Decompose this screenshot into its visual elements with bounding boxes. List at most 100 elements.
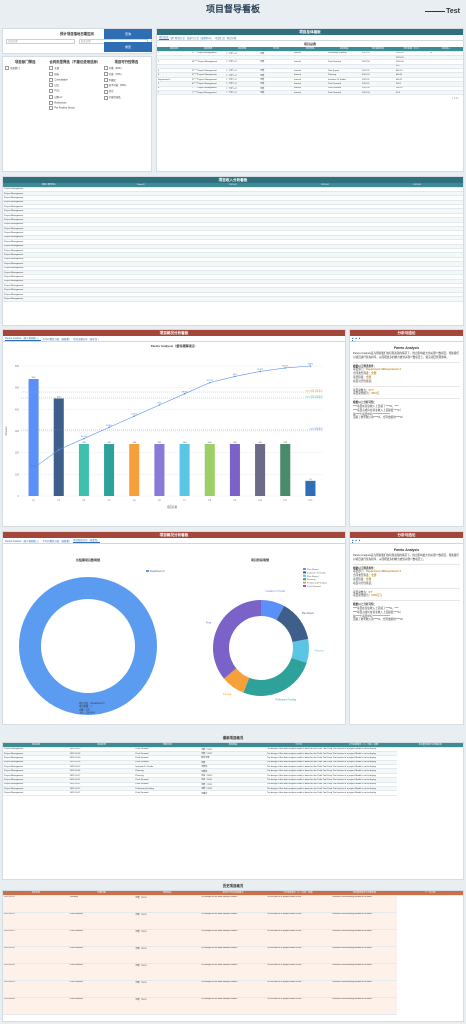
column-header[interactable]: 项目整体情况与问题反馈 <box>331 891 398 896</box>
feas-option-checkbox[interactable]: 可能性较低 <box>104 95 149 99</box>
column-header[interactable]: 项目经理 <box>68 743 135 748</box>
table-row[interactable]: 6 T*****Project Management Y（可行+#） 可能 Intern… <box>157 86 463 92</box>
table-cell: Internal <box>293 72 327 78</box>
dist-tab[interactable]: 项目阶段分布（按类型） <box>73 539 100 543</box>
table-row[interactable]: Project Management 2022-10-17 Planning 可靠（9… <box>3 773 463 779</box>
overview-pager[interactable]: < 1 2 > <box>451 98 459 101</box>
stage-option-checkbox[interactable]: POC <box>49 89 99 93</box>
feas-option-checkbox[interactable]: 可能（70%） <box>104 72 149 76</box>
overview-tab[interactable]: 各部门汇总（更新时间） <box>186 36 214 40</box>
feas-option-checkbox[interactable]: 较不可能（50%） <box>104 83 149 87</box>
overview-tab[interactable]: 项目详情 <box>226 36 237 40</box>
column-header[interactable]: 项目收入 <box>429 47 463 52</box>
table-row[interactable]: Project Management 2022-10-19 Push Forward… <box>3 747 463 752</box>
column-header[interactable]: 工作进展情况（人、时间、结果） <box>331 743 398 748</box>
feas-option-checkbox[interactable]: 不确定 <box>104 78 149 82</box>
table-row[interactable]: 7 T*****Project Management Y（可行+#） 可能 Intern… <box>157 90 463 96</box>
table-row[interactable]: 3 R*****Project Management Y（可行+#） 可能 Intern… <box>157 68 463 74</box>
column-header[interactable]: 项目阶段 <box>134 891 201 896</box>
bar-value-label: 240 <box>258 442 262 444</box>
table-row[interactable]: 2022-10-10 Push Forward 可能（70%） The design … <box>3 946 463 964</box>
stage-option-checkbox[interactable]: Consultation <box>49 78 99 82</box>
table-row[interactable]: Project Management 2022-10-17 Invitation T… <box>3 764 463 770</box>
column-header[interactable]: 下一步方案 <box>397 891 463 896</box>
column-header[interactable]: 项目整体情况与问题反馈 <box>397 743 463 748</box>
stage-option-checkbox[interactable]: 全部 <box>49 66 99 70</box>
column-header[interactable]: 更新日期 <box>134 743 201 748</box>
pareto-tab[interactable]: 项目金额分布（按年份 ） <box>73 337 101 341</box>
date-start-input[interactable]: 开始日期 <box>6 39 75 44</box>
table-row[interactable]: Department 1 R*****Project Management Y（可行… <box>157 77 463 83</box>
table-row[interactable]: 4 R*****Project Management Y（可行+#） 可能 Intern… <box>157 72 463 78</box>
da-tab-3[interactable]: ■ <box>358 539 361 542</box>
table-row[interactable]: Project Management 2022-10-17 Preliminary … <box>3 786 463 792</box>
pa-tab-1[interactable]: ■ <box>352 336 354 341</box>
threshold-label: 80%可靠可能累计 <box>305 395 323 399</box>
table-row[interactable]: 5 E*****Project Management Y（可行+#） 可能 Intern… <box>157 81 463 87</box>
column-header[interactable]: 项目阶段 <box>327 47 361 52</box>
overview-tab[interactable]: 部门项目汇总 <box>170 36 185 40</box>
reset-button[interactable]: 重置 <box>104 42 152 52</box>
table-row[interactable]: Project Management 2022-10-17 Push Forward… <box>3 782 463 788</box>
da-tab-2[interactable]: ■ <box>355 539 357 542</box>
stage-option-checkbox[interactable]: Redirection <box>49 101 99 105</box>
query-button[interactable]: 查询 <box>104 29 152 39</box>
pa-tab-3[interactable]: ■ <box>358 337 361 340</box>
pa-tab-2[interactable]: ■ <box>355 337 357 340</box>
column-header[interactable]: 预计落地时间 <box>361 47 395 52</box>
table-row[interactable]: 2022-10-19 Push Forward 可能（70%） The design … <box>3 912 463 930</box>
table-row[interactable]: Project Management 2022-10-17 Push Forward… <box>3 777 463 783</box>
user-name[interactable]: Test <box>425 8 460 15</box>
overview-tab[interactable]: 项目总表 <box>159 36 169 40</box>
stage-option-checkbox[interactable]: Pre Positive Group <box>49 106 99 110</box>
table-row[interactable]: 2022-10-11 Push Forward 可能（70%） The design … <box>3 929 463 947</box>
table-row[interactable]: Project Management 2022-10-18 Push Forward… <box>3 751 463 757</box>
table-row[interactable]: 2022-10-19 Planning 可能（70%） The design of t… <box>3 895 463 913</box>
feas-option-checkbox[interactable]: 可靠（90%） <box>104 66 149 70</box>
table-row[interactable]: Project Management 2022-10-18 Push Forward… <box>3 760 463 766</box>
stage-option-checkbox[interactable]: 试点 <box>49 83 99 87</box>
column-header[interactable]: 更新日期 <box>68 891 135 896</box>
column-header[interactable]: 项目名称 <box>157 47 191 52</box>
column-header[interactable]: 项目类型 <box>225 47 259 52</box>
column-header[interactable]: 可行性 <box>259 47 293 52</box>
table-row[interactable]: Project Management 2022-10-20 Push Forward… <box>3 755 463 761</box>
table-row[interactable]: 2022-10-10 Push Forward 可能（70%） The design … <box>3 963 463 981</box>
stage-filter: 合同类型筛选（不建议使用选择） 全部 招标 Consultation 试点 POC 试用+… <box>47 57 101 114</box>
pareto-tab[interactable]: Pareto Analysis（基于预期收入） <box>5 337 41 341</box>
pareto-analysis-tabs: ■ ■ ■ <box>350 336 463 342</box>
pareto-tab[interactable]: 平均可靠性分析（按数量） <box>42 337 72 341</box>
table-row[interactable]: Project Management 2022-10-16 Planning 可能性 T… <box>3 768 463 774</box>
stage-option-checkbox[interactable]: 试用+C <box>49 95 99 99</box>
overview-table: 项目名称 项目经理 项目类型 可行性 签约类型 项目阶段 预计落地时间 预计金额（万元） 项目收… <box>157 47 463 96</box>
column-header[interactable]: 项目名称 <box>3 891 69 896</box>
column-header[interactable]: 项目可行性及进展情况 <box>200 891 266 896</box>
column-header[interactable]: 可行性 <box>265 743 332 748</box>
column-header[interactable]: 项目经理 <box>191 47 225 52</box>
table-row[interactable]: 2022-08-30 Push Forward 可能（70%） The design … <box>3 997 463 1015</box>
column-header[interactable]: 签约类型 <box>293 47 327 52</box>
table-row[interactable]: 3576.18 <box>157 55 463 61</box>
column-header[interactable]: 预计金额（万元） <box>395 47 429 52</box>
table-cell: 不确定 <box>200 790 266 796</box>
dist-tab[interactable]: Pareto Analysis（基于预期收入） <box>5 539 41 543</box>
table-cell <box>371 292 463 298</box>
table-cell <box>279 244 371 250</box>
table-cell <box>187 261 279 267</box>
dist-tab[interactable]: 平均可靠性分析（按数量） <box>42 539 72 543</box>
table-row[interactable]: 145 <box>157 64 463 70</box>
column-header[interactable]: 项目名称 <box>3 743 69 748</box>
table-row[interactable]: 1 Z*****Project Management Y（可行+#） 可能 Intern… <box>157 51 463 56</box>
table-cell: Project Management <box>3 244 95 250</box>
column-header[interactable]: 工作进展情况（人、时间、结果） <box>265 891 332 896</box>
stage-option-checkbox[interactable]: 招标 <box>49 72 99 76</box>
table-row[interactable]: Project Management 2022-10-17 Push Forward… <box>3 790 463 796</box>
table-cell: Y（可行+#） <box>225 77 259 83</box>
dept-all-checkbox[interactable]: 全部部门 <box>5 66 45 70</box>
table-row[interactable]: 2 W*****Project Management Y（可行+#） 可能 Intern… <box>157 59 463 65</box>
table-row[interactable]: 2022-09-01 Push Forward 可能（70%） The design … <box>3 980 463 998</box>
feas-option-checkbox[interactable]: 待定 <box>104 89 149 93</box>
da-tab-1[interactable]: ■ <box>352 538 354 543</box>
column-header[interactable]: 项目阶段 <box>200 743 266 748</box>
overview-tab[interactable]: 项目汇总 <box>215 36 225 40</box>
